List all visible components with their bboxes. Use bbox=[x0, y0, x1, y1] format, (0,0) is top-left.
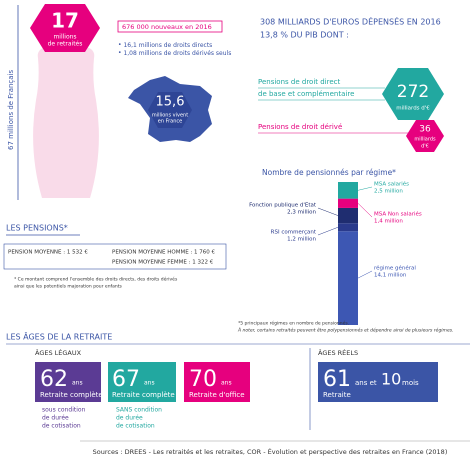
spending-title: 13,8 % DU PIB DONT : bbox=[260, 31, 349, 40]
age-number: 10 bbox=[381, 370, 401, 389]
retirees-unit: millions bbox=[53, 34, 76, 41]
population-label: 67 millions de Français bbox=[7, 69, 15, 150]
condition: de cotisation bbox=[42, 423, 81, 430]
pension-note: * Ce montant comprend l'ensemble des dro… bbox=[14, 276, 178, 283]
derived-label: Pensions de droit dérivé bbox=[258, 123, 342, 131]
bullet-text: 16,1 millions de droits directs bbox=[123, 42, 212, 49]
source: Sources : DREES - Les retraités et les r… bbox=[93, 447, 448, 456]
hexagon bbox=[148, 92, 192, 128]
age-label: Retraite complète bbox=[112, 391, 175, 399]
leader bbox=[357, 186, 373, 191]
legal-heading: ÂGES LÉGAUX bbox=[35, 348, 82, 357]
regime-name: Fonction publique d'Etat bbox=[249, 203, 317, 209]
bar-segment bbox=[338, 198, 358, 208]
pension-row: PENSION MOYENNE HOMME : 1 760 € bbox=[112, 250, 216, 256]
direct-number: 272 bbox=[397, 82, 429, 102]
footnote: *5 principaux régimes en nombre de pensi… bbox=[238, 320, 349, 327]
hexagon bbox=[406, 120, 444, 152]
age-number: 67 bbox=[112, 367, 140, 392]
leader bbox=[357, 270, 373, 279]
age-number: 62 bbox=[40, 367, 68, 392]
derived-unit: d'€ bbox=[421, 144, 429, 150]
leader bbox=[357, 203, 373, 218]
bar-segment bbox=[338, 207, 358, 224]
condition: sous condition bbox=[42, 407, 86, 414]
age-unit: ans bbox=[221, 380, 232, 387]
age-unit: ans bbox=[144, 380, 155, 387]
france-text: en France bbox=[158, 119, 182, 125]
condition: de durée bbox=[116, 415, 143, 422]
regime-value: 1,2 million bbox=[287, 237, 316, 243]
section-heading: LES PENSIONS* bbox=[6, 224, 68, 233]
hexagon bbox=[382, 68, 444, 120]
age-number: 70 bbox=[189, 367, 217, 392]
bullet: • 1,08 millions de droits dérivés seuls bbox=[118, 50, 231, 57]
real-heading: ÂGES RÉELS bbox=[318, 348, 358, 357]
pension-row: PENSION MOYENNE FEMME : 1 322 € bbox=[112, 260, 214, 266]
france-number: 15,6 bbox=[156, 95, 185, 110]
age-label: Retraite complète bbox=[40, 391, 103, 399]
retirees-unit: de retraités bbox=[48, 41, 83, 48]
leader bbox=[317, 226, 339, 236]
direct-label: Pensions de droit direct bbox=[258, 78, 341, 86]
derived-number: 36 bbox=[419, 125, 431, 135]
regimes-title: Nombre de pensionnés par régime* bbox=[262, 168, 396, 177]
footnote: À noter, certains retraités peuvent être… bbox=[237, 327, 453, 334]
pension-note: ainsi que les potentiels majoration pour… bbox=[14, 284, 123, 290]
derived-unit: milliards bbox=[414, 137, 436, 143]
condition: de cotisation bbox=[116, 423, 155, 430]
age-label: Retraite d'office bbox=[189, 391, 245, 399]
age-unit: ans et bbox=[355, 379, 377, 387]
regime-value: 1,4 million bbox=[374, 219, 403, 225]
bullet-text: 1,08 millions de droits dérivés seuls bbox=[123, 50, 231, 57]
retirees-number: 17 bbox=[51, 9, 79, 33]
direct-unit: milliards d'€ bbox=[396, 106, 430, 112]
bullet: • 16,1 millions de droits directs bbox=[118, 42, 212, 49]
bar-segment bbox=[338, 182, 358, 199]
france-text: millions vivent bbox=[152, 113, 188, 119]
regime-name: RSI commerçant bbox=[271, 230, 317, 236]
pension-box bbox=[3, 243, 227, 270]
regime-value: 14,1 million bbox=[374, 273, 407, 279]
spending-title: 308 MILLIARDS D'EUROS DÉPENSÉS EN 2016 bbox=[260, 16, 441, 27]
hexagon bbox=[30, 4, 100, 52]
new-box bbox=[117, 20, 223, 33]
bar-segment bbox=[338, 231, 358, 325]
age-card bbox=[318, 362, 438, 402]
bar-segment bbox=[338, 223, 358, 232]
regime-value: 2,5 million bbox=[374, 189, 403, 195]
direct-label: de base et complémentaire bbox=[258, 90, 354, 98]
regime-name: MSA salariés bbox=[374, 181, 409, 188]
age-unit: mois bbox=[402, 379, 419, 387]
age-number: 61 bbox=[323, 367, 351, 392]
regime-value: 2,3 million bbox=[287, 210, 316, 216]
leader bbox=[317, 207, 339, 216]
pension-row: PENSION MOYENNE : 1 532 € bbox=[8, 250, 88, 256]
age-unit: ans bbox=[72, 380, 83, 387]
new-retirees: 676 000 nouveaux en 2016 bbox=[122, 23, 212, 31]
age-card bbox=[108, 362, 176, 402]
age-card bbox=[35, 362, 101, 402]
age-label: Retraite bbox=[323, 391, 351, 399]
regime-name: MSA Non salariés bbox=[374, 211, 422, 218]
condition: SANS condition bbox=[116, 407, 162, 414]
silhouette bbox=[33, 46, 99, 198]
section-heading: LES ÂGES DE LA RETRAITE bbox=[6, 331, 112, 342]
regime-name: régime général bbox=[374, 265, 416, 272]
condition: de durée bbox=[42, 415, 69, 422]
age-card bbox=[184, 362, 250, 402]
